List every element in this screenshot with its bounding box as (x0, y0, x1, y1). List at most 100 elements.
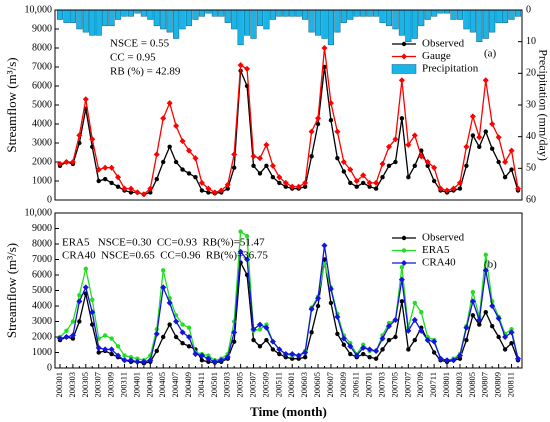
precip-bar (476, 9, 483, 42)
series-marker (179, 138, 186, 145)
series-marker (95, 344, 102, 351)
series-marker (89, 136, 96, 143)
series-marker (95, 166, 102, 173)
series-marker (502, 333, 509, 341)
series-marker (269, 338, 276, 345)
series-marker (348, 351, 353, 357)
y-tick-label: 2000 (32, 156, 52, 167)
series-marker (412, 337, 417, 343)
x-tick-label: 200601 (286, 372, 296, 398)
y-tick-label: 6000 (32, 80, 52, 91)
series-marker (128, 354, 134, 360)
series-marker (167, 322, 172, 327)
series-marker (199, 188, 205, 193)
legend-marker (400, 53, 408, 60)
series-marker (147, 357, 154, 364)
series-marker (457, 186, 463, 191)
series-marker (90, 297, 95, 302)
y-tick-label: 2000 (32, 331, 52, 342)
y-tick-label: 4000 (32, 300, 52, 311)
legend-swatch (391, 64, 417, 74)
y-tick-label: 9000 (32, 223, 52, 234)
series-marker (206, 359, 211, 364)
series-marker (102, 346, 109, 353)
series-marker (276, 174, 283, 181)
precip-bar (147, 9, 154, 20)
series-marker (270, 175, 276, 180)
series-marker (257, 327, 263, 332)
x-tick-label: 200603 (299, 372, 309, 398)
series-marker (309, 154, 314, 159)
series-marker (296, 356, 301, 361)
y2-tick-label: 0 (526, 4, 531, 15)
y-tick-label: 7000 (32, 254, 52, 265)
precip-bar (211, 9, 218, 17)
series-marker (483, 252, 488, 258)
series-marker (360, 342, 366, 347)
series-marker (496, 334, 501, 340)
series-marker (289, 351, 296, 358)
series-marker (360, 180, 366, 186)
y-tick-label: 10,000 (25, 4, 53, 15)
legend-label: Precipitation (422, 63, 479, 75)
series-marker (180, 322, 185, 327)
series-marker (218, 187, 225, 194)
series-marker (148, 190, 153, 195)
x-tick-label: 200511 (273, 372, 283, 397)
series-marker (256, 155, 263, 162)
y2-tick-label: 40 (526, 131, 536, 142)
series-marker (399, 265, 405, 270)
precip-bar (127, 9, 135, 17)
series-marker (127, 357, 134, 364)
series-marker (270, 347, 276, 352)
series-marker (166, 100, 173, 107)
y-tick-label: 1000 (32, 175, 52, 186)
y-tick-label: 6000 (32, 269, 52, 280)
series-marker (327, 285, 334, 292)
series-marker (469, 298, 476, 305)
y-tick-label: 8000 (32, 238, 52, 249)
x-tick-label: 200305 (80, 372, 90, 398)
series-marker (502, 347, 508, 352)
x-tick-label: 200801 (441, 372, 451, 398)
series-marker (90, 322, 95, 327)
precip-bar (237, 9, 244, 46)
y-axis-label: Streamflow (m³/s) (4, 243, 19, 338)
y-tick-label: 9000 (32, 23, 52, 34)
precip-bar (340, 9, 347, 23)
series-marker (70, 319, 76, 324)
series-marker (231, 151, 238, 158)
series-marker (398, 276, 405, 283)
series-marker (244, 234, 250, 239)
series-marker (276, 346, 283, 353)
series-marker (154, 348, 159, 354)
legend-marker (401, 248, 407, 253)
series-marker (308, 306, 315, 313)
series-marker (186, 325, 192, 330)
x-tick-label: 200503 (222, 372, 232, 398)
series-marker (102, 333, 108, 338)
y2-tick-label: 20 (526, 68, 536, 79)
series-marker (83, 266, 89, 271)
series-marker (431, 338, 438, 345)
x-tick-label: 200509 (260, 372, 270, 398)
series-marker (456, 352, 463, 359)
series-marker (419, 310, 424, 315)
precip-bar (224, 9, 231, 23)
series-marker (115, 184, 121, 189)
x-tick-label: 200611 (351, 372, 361, 397)
series-marker (251, 337, 256, 343)
y2-tick-label: 10 (526, 36, 536, 47)
precip-bar (166, 9, 173, 33)
y-tick-label: 5000 (32, 285, 52, 296)
series-line (59, 66, 519, 195)
y-tick-label: 4000 (32, 118, 52, 129)
series-marker (464, 337, 469, 343)
series-marker (282, 351, 289, 358)
series-marker (464, 163, 469, 168)
legend-marker (401, 235, 407, 241)
series-marker (179, 329, 186, 336)
series-marker (495, 134, 502, 141)
annotation: (a) (484, 48, 497, 60)
precip-bar (250, 9, 257, 39)
